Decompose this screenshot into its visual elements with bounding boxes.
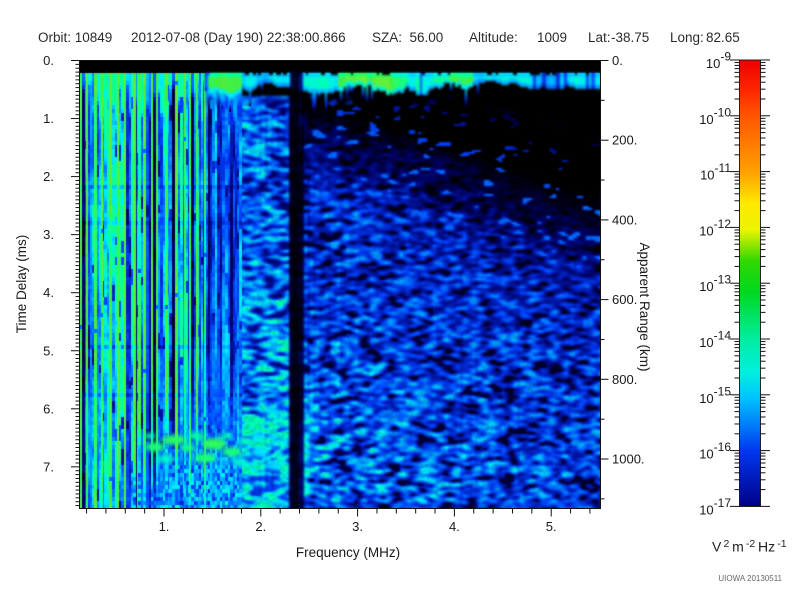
svg-text:Time Delay (ms): Time Delay (ms): [14, 235, 29, 334]
svg-text:1.: 1.: [159, 519, 170, 534]
svg-text:400.: 400.: [612, 212, 637, 227]
svg-text:600.: 600.: [612, 292, 637, 307]
svg-text:1.: 1.: [43, 111, 54, 126]
svg-text:Apparent Range (km): Apparent Range (km): [637, 242, 652, 371]
svg-text:4.: 4.: [43, 285, 54, 300]
svg-text:2.: 2.: [255, 519, 266, 534]
svg-text:200.: 200.: [612, 133, 637, 148]
svg-text:3.: 3.: [352, 519, 363, 534]
svg-text:10-17: 10-17: [699, 496, 731, 518]
svg-text:10-10: 10-10: [699, 105, 731, 127]
svg-text:800.: 800.: [612, 372, 637, 387]
svg-text:10-13: 10-13: [699, 273, 731, 295]
svg-text:5.: 5.: [43, 343, 54, 358]
svg-text:Frequency (MHz): Frequency (MHz): [296, 545, 400, 560]
svg-text:10-12: 10-12: [699, 217, 731, 239]
svg-text:3.: 3.: [43, 227, 54, 242]
svg-text:10-16: 10-16: [699, 440, 731, 462]
svg-text:0.: 0.: [43, 53, 54, 68]
svg-text:5.: 5.: [546, 519, 557, 534]
svg-text:UIOWA 20130511: UIOWA 20130511: [718, 574, 782, 583]
svg-text:10-15: 10-15: [699, 384, 731, 406]
svg-text:2.: 2.: [43, 169, 54, 184]
svg-text:0.: 0.: [612, 53, 623, 68]
svg-text:10-9: 10-9: [706, 50, 731, 72]
svg-text:V 2 m -2 Hz -1: V 2 m -2 Hz -1: [712, 538, 787, 555]
svg-text:7.: 7.: [43, 459, 54, 474]
svg-text:10-11: 10-11: [700, 161, 731, 183]
svg-text:6.: 6.: [43, 401, 54, 416]
svg-text:10-14: 10-14: [699, 329, 731, 351]
svg-text:1000.: 1000.: [612, 452, 645, 467]
svg-text:4.: 4.: [449, 519, 460, 534]
